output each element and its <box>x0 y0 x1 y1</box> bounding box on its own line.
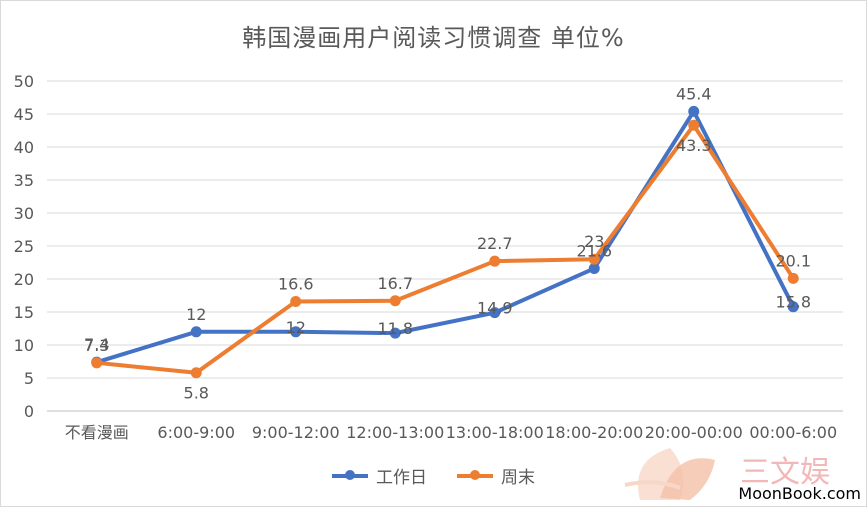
y-axis-ticks: 0 5 10 15 20 25 30 35 40 45 50 <box>14 72 34 421</box>
data-point-s1-7 <box>787 272 799 284</box>
series-line-1 <box>96 123 795 375</box>
watermark-site: MoonBook.com <box>738 484 861 503</box>
data-labels: 7.4 12 12 11.8 14.9 21.6 45.4 15.8 7.3 5.8 16.6 16.… <box>84 84 811 402</box>
y-tick-label-35: 35 <box>14 171 34 190</box>
data-label-s1-2: 16.6 <box>278 274 314 293</box>
series-line-0 <box>96 109 796 365</box>
x-tick-label-2: 9:00-12:00 <box>252 423 340 442</box>
y-tick-label-0: 0 <box>24 402 34 421</box>
data-point-s1-4 <box>489 255 501 267</box>
x-tick-label-6: 20:00-00:00 <box>645 423 743 442</box>
data-label-s0-0: 7.4 <box>84 335 109 354</box>
y-tick-label-40: 40 <box>14 138 34 157</box>
data-label-s0-2: 12 <box>286 318 306 337</box>
data-label-s1-5: 23 <box>584 232 604 251</box>
data-label-s0-4: 14.9 <box>477 299 513 318</box>
grid-lines <box>47 80 843 412</box>
legend-swatch-workday <box>332 469 368 480</box>
y-tick-label-10: 10 <box>14 336 34 355</box>
legend-item-weekend: 周末 <box>457 463 535 488</box>
legend-label-workday: 工作日 <box>376 468 427 488</box>
y-tick-label-30: 30 <box>14 204 34 223</box>
x-tick-label-0: 不看漫画 <box>65 423 129 442</box>
legend-swatch-weekend <box>457 469 493 480</box>
legend-label-weekend: 周末 <box>501 468 535 488</box>
data-point-s1-5 <box>588 253 600 265</box>
data-point-s0-7 <box>787 301 799 313</box>
watermark-logo: 三文娱 <box>624 448 830 500</box>
data-label-s1-4: 22.7 <box>477 234 513 253</box>
data-point-s0-1 <box>190 326 202 338</box>
x-tick-label-5: 18:00-20:00 <box>545 423 643 442</box>
data-label-s0-6: 45.4 <box>676 84 712 103</box>
x-tick-label-4: 13:00-18:00 <box>446 423 544 442</box>
data-point-s1-2 <box>290 295 302 307</box>
data-point-s0-5 <box>588 262 600 274</box>
data-label-s0-7: 15.8 <box>775 293 811 312</box>
data-point-s1-3 <box>389 295 401 307</box>
data-label-s1-3: 16.7 <box>377 274 413 293</box>
legend: 工作日 周末 <box>0 463 867 488</box>
x-axis-ticks: 不看漫画 6:00-9:00 9:00-12:00 12:00-13:00 13:00-… <box>65 423 837 442</box>
y-tick-label-25: 25 <box>14 237 34 256</box>
data-point-s0-6 <box>688 105 700 117</box>
data-point-s0-2 <box>290 326 302 338</box>
y-tick-label-5: 5 <box>24 369 34 388</box>
data-point-s0-3 <box>389 327 401 339</box>
series-group <box>91 105 799 379</box>
y-tick-label-20: 20 <box>14 270 34 289</box>
y-tick-label-50: 50 <box>14 72 34 91</box>
data-label-s0-5: 21.6 <box>576 241 612 260</box>
data-label-s1-1: 5.8 <box>184 384 209 403</box>
data-point-s1-1 <box>190 367 202 379</box>
x-tick-label-7: 00:00-6:00 <box>749 423 837 442</box>
y-tick-label-15: 15 <box>14 303 34 322</box>
data-label-s1-6: 43.3 <box>676 136 712 155</box>
y-tick-label-45: 45 <box>14 105 34 124</box>
x-tick-label-3: 12:00-13:00 <box>346 423 444 442</box>
data-label-s0-3: 11.8 <box>377 319 413 338</box>
data-label-s1-7: 20.1 <box>775 251 811 270</box>
x-tick-label-1: 6:00-9:00 <box>157 423 235 442</box>
data-point-s1-0 <box>91 357 103 369</box>
chart-title: 韩国漫画用户阅读习惯调查 单位% <box>242 24 625 52</box>
watermark-logo-text: 三文娱 <box>740 455 830 490</box>
data-point-s1-6 <box>688 119 700 131</box>
legend-item-workday: 工作日 <box>332 463 427 488</box>
data-label-s0-1: 12 <box>186 305 206 324</box>
data-label-s1-0: 7.3 <box>84 336 109 355</box>
data-point-s0-4 <box>489 307 501 319</box>
